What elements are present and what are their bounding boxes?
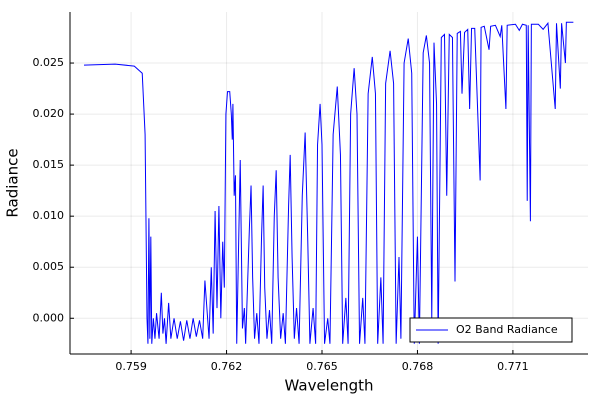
y-tick-label: 0.010	[33, 209, 65, 222]
data-line	[83, 21, 574, 344]
x-axis-label: Wavelength	[285, 377, 374, 395]
y-tick-label: 0.020	[33, 107, 65, 120]
x-tick-label: 0.765	[306, 360, 338, 373]
x-tick-label: 0.762	[211, 360, 243, 373]
y-tick-label: 0.000	[33, 311, 65, 324]
x-tick-label: 0.759	[115, 360, 147, 373]
y-tick-label: 0.025	[33, 56, 65, 69]
x-tick-label: 0.771	[497, 360, 529, 373]
legend-label: O2 Band Radiance	[456, 323, 558, 336]
y-tick-label: 0.005	[33, 260, 65, 273]
x-tick-label: 0.768	[402, 360, 434, 373]
y-tick-label: 0.015	[33, 158, 65, 171]
y-axis-label: Radiance	[4, 148, 22, 217]
